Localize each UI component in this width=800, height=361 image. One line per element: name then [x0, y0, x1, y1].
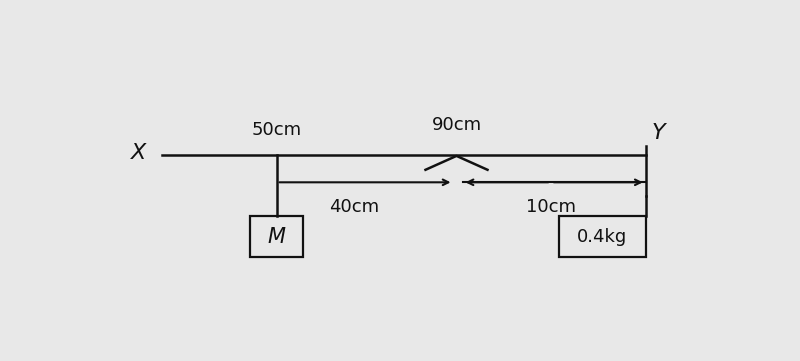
Bar	[250, 216, 303, 257]
Text: 40cm: 40cm	[329, 197, 379, 216]
Text: M: M	[268, 226, 286, 247]
Text: X: X	[131, 143, 146, 163]
Bar	[558, 216, 646, 257]
Text: 10cm: 10cm	[526, 197, 576, 216]
Text: 0.4kg: 0.4kg	[577, 227, 627, 245]
Text: 90cm: 90cm	[431, 116, 482, 134]
Text: 50cm: 50cm	[252, 121, 302, 139]
Text: Y: Y	[652, 123, 666, 143]
